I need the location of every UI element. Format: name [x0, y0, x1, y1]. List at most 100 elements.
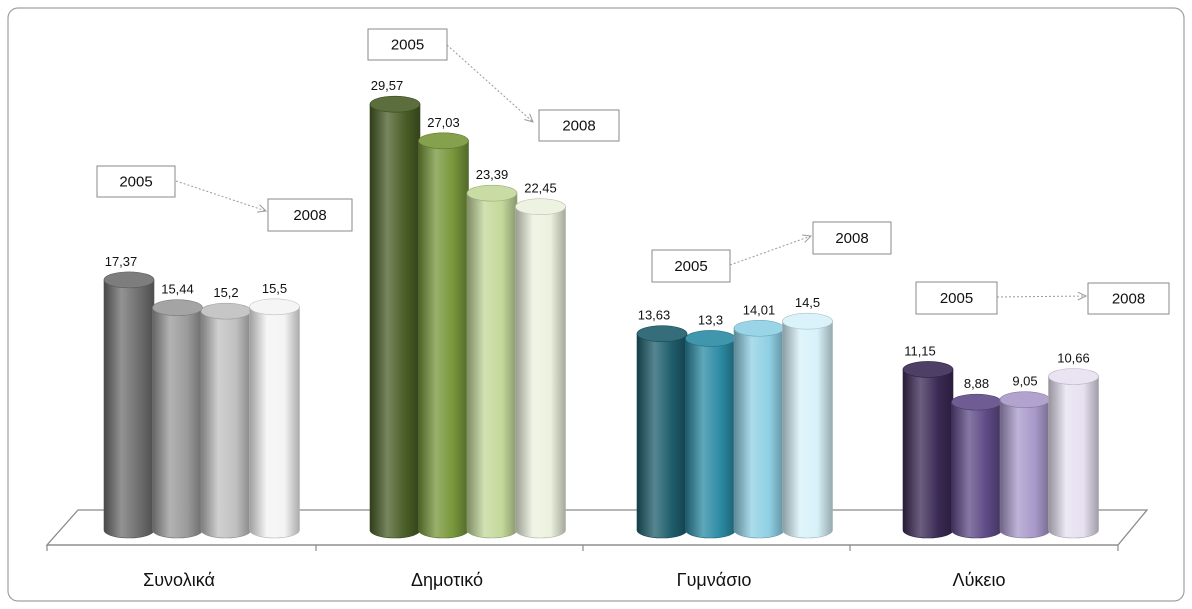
- annotation-year-label: 2005: [391, 37, 424, 54]
- data-label: 15,44: [161, 282, 194, 297]
- bar-top: [369, 95, 421, 113]
- annotation-year-label: 2005: [674, 258, 707, 275]
- bar-2-0: [636, 325, 688, 539]
- category-label: Δημοτικό: [411, 570, 483, 590]
- bar-2-1: [685, 330, 736, 539]
- data-label: 23,39: [476, 167, 509, 182]
- bar-body: [999, 399, 1051, 539]
- data-label: 10,66: [1057, 350, 1090, 365]
- annotation-box: [651, 249, 731, 283]
- data-label: 22,45: [524, 181, 557, 196]
- bar-top: [636, 325, 688, 343]
- bars-layer: [103, 95, 1099, 539]
- data-label: 14,01: [743, 302, 776, 317]
- bar-body: [515, 206, 566, 539]
- bar-1-0: [369, 95, 421, 539]
- bar-body: [951, 401, 1002, 539]
- bar-top: [103, 271, 155, 289]
- annotation-box: [267, 198, 353, 232]
- bar-body: [103, 279, 155, 539]
- annotation-arrowhead: [801, 234, 813, 243]
- bar-0-2: [200, 302, 252, 539]
- data-labels-layer: 17,37 15,44 15,2 15,5 29,57 27,03 23,39 22,45 13…: [105, 78, 1090, 391]
- data-label: 17,37: [105, 254, 138, 269]
- bar-top: [733, 319, 785, 337]
- bar-top: [200, 302, 252, 320]
- annotation-3: 2005 2008: [915, 281, 1170, 315]
- annotation-box: [812, 221, 892, 255]
- bar-top: [466, 184, 518, 202]
- annotation-year-label: 2005: [119, 174, 152, 191]
- annotation-box: [367, 28, 448, 61]
- bar-top: [515, 198, 566, 216]
- bar-0-1: [152, 299, 203, 539]
- data-label: 14,5: [795, 295, 820, 310]
- bar-3-1: [951, 393, 1002, 539]
- annotation-year-label: 2008: [562, 118, 595, 135]
- data-label: 8,88: [964, 376, 989, 391]
- annotation-box: [1087, 282, 1170, 315]
- bar-2-3: [782, 312, 833, 539]
- category-label: Λύκειο: [953, 570, 1006, 590]
- bar-body: [733, 327, 785, 539]
- annotation-arrowhead: [1077, 291, 1088, 301]
- annotations-layer: 2005 2008 2005 2008 2005 2008 2005 2008: [96, 28, 1170, 315]
- data-label: 15,5: [262, 281, 287, 296]
- bar-1-2: [466, 184, 518, 539]
- bar-top: [418, 132, 469, 150]
- bar-body: [418, 140, 469, 539]
- bar-1-1: [418, 132, 469, 539]
- bar-body: [249, 306, 300, 539]
- chart-frame: [7, 7, 1185, 602]
- bar-3-3: [1048, 368, 1099, 539]
- annotation-arrow: [996, 295, 1087, 298]
- annotation-2: 2005 2008: [651, 221, 892, 283]
- data-label: 9,05: [1012, 374, 1037, 389]
- bar-body: [466, 192, 518, 539]
- bar-body: [1048, 376, 1099, 539]
- category-label: Συνολικά: [143, 570, 215, 590]
- bar-top: [1048, 368, 1099, 385]
- annotation-year-label: 2008: [1112, 291, 1145, 308]
- annotation-box: [915, 281, 998, 315]
- bar-top: [152, 299, 203, 316]
- bar-0-3: [249, 298, 300, 539]
- bar-body: [685, 338, 736, 539]
- bar-top: [902, 361, 954, 378]
- bar-body: [200, 310, 252, 539]
- bar-0-0: [103, 271, 155, 539]
- annotation-arrow: [446, 44, 534, 123]
- annotation-arrowhead: [524, 113, 534, 123]
- bar-body: [782, 320, 833, 539]
- bar-2-2: [733, 319, 785, 539]
- bar-1-3: [515, 198, 566, 539]
- category-labels-layer: Συνολικά Δημοτικό Γυμνάσιο Λύκειο: [143, 570, 1005, 590]
- annotation-box: [96, 165, 176, 198]
- annotation-year-label: 2008: [293, 207, 326, 224]
- bar-3-2: [999, 391, 1051, 539]
- bar-top: [951, 393, 1002, 411]
- bar-top: [249, 298, 300, 316]
- bar-top: [685, 330, 736, 347]
- data-label: 29,57: [371, 78, 404, 93]
- annotation-year-label: 2008: [835, 230, 868, 247]
- data-label: 15,2: [213, 285, 238, 300]
- annotation-0: 2005 2008: [96, 165, 353, 232]
- data-label: 27,03: [427, 115, 460, 130]
- bar-3-0: [902, 361, 954, 539]
- category-label: Γυμνάσιο: [677, 570, 752, 590]
- annotation-arrowhead: [257, 204, 268, 213]
- chart-floor: [45, 509, 1149, 551]
- annotation-1: 2005 2008: [367, 28, 620, 142]
- annotation-box: [538, 109, 620, 142]
- bar-body: [369, 103, 421, 539]
- data-label: 13,3: [698, 312, 723, 327]
- bar-body: [902, 369, 954, 539]
- data-label: 13,63: [638, 308, 671, 323]
- bar-top: [782, 312, 833, 330]
- bar-body: [152, 307, 203, 539]
- data-label: 11,15: [904, 343, 936, 358]
- annotation-year-label: 2005: [940, 290, 973, 307]
